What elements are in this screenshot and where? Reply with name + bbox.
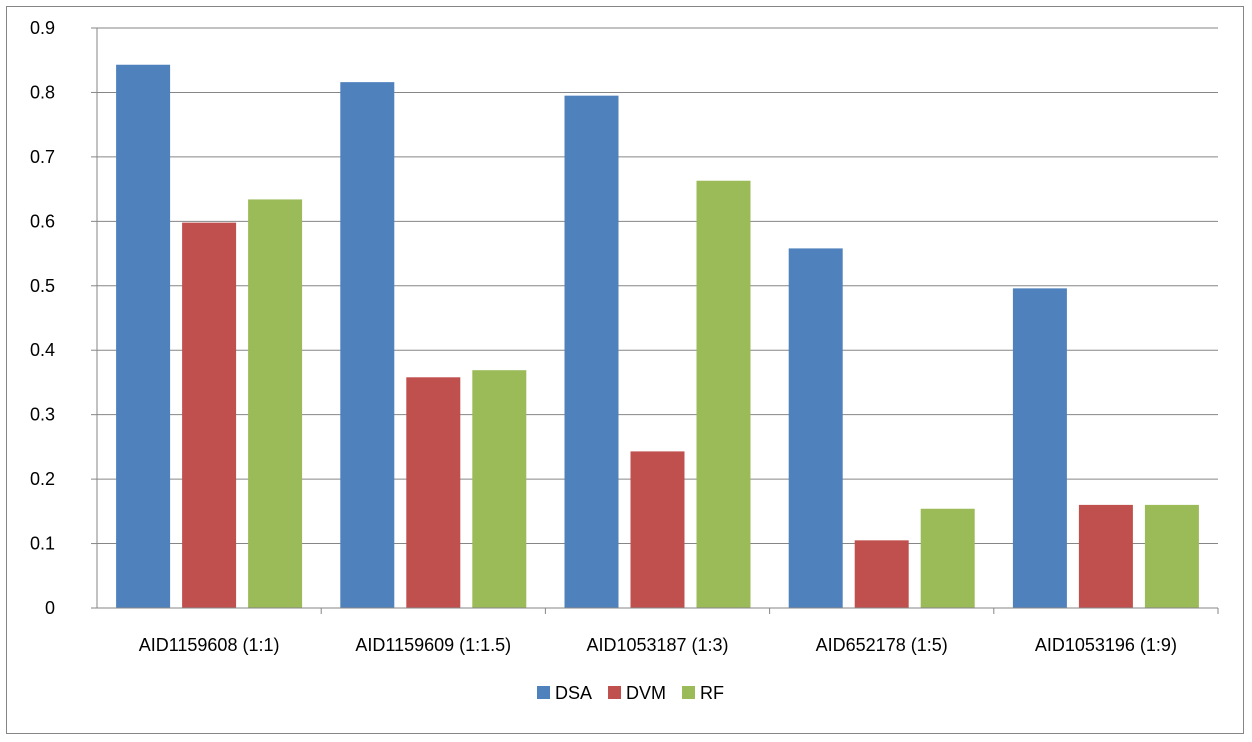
legend-swatch-rf: [682, 686, 696, 699]
x-tick-label: AID1053196 (1:9): [1035, 635, 1177, 655]
bar-rf-4: [1144, 504, 1199, 608]
bar-dvm-0: [182, 222, 237, 608]
x-tick-label: AID652178 (1:5): [816, 635, 948, 655]
axes: 0 0.1 0.2 0.3 0.4 0.5 0.6 0.7 0.8 0.9 AID1159608 (…: [30, 18, 1219, 655]
bar-dsa-3: [788, 248, 843, 608]
bar-rf-1: [472, 370, 527, 608]
y-tick-label: 0: [45, 598, 55, 618]
x-tick-label: AID1053187 (1:3): [586, 635, 728, 655]
y-tick-label: 0.8: [30, 82, 55, 102]
y-tick-label: 0.9: [30, 18, 55, 38]
bar-dsa-0: [116, 64, 171, 608]
bar-rf-2: [696, 180, 751, 608]
bar-rf-3: [920, 508, 975, 608]
bar-dvm-4: [1078, 504, 1133, 608]
legend-label-dsa: DSA: [555, 683, 592, 703]
legend-label-dvm: DVM: [626, 683, 666, 703]
bars: [116, 64, 1199, 609]
y-tick-label: 0.5: [30, 276, 55, 296]
y-tick-label: 0.1: [30, 534, 55, 554]
y-tick-label: 0.6: [30, 211, 55, 231]
x-tick-label: AID1159609 (1:1.5): [355, 635, 511, 655]
y-tick-label: 0.7: [30, 147, 55, 167]
bar-dsa-1: [340, 82, 395, 609]
bar-dsa-2: [564, 95, 619, 608]
y-tick-label: 0.4: [30, 340, 55, 360]
y-tick-label: 0.2: [30, 469, 55, 489]
bar-rf-0: [248, 199, 303, 608]
legend-label-rf: RF: [700, 683, 724, 703]
x-tick-label: AID1159608 (1:1): [139, 635, 280, 655]
legend-swatch-dsa: [537, 686, 550, 699]
bar-dsa-4: [1012, 288, 1067, 608]
legend-swatch-dvm: [608, 686, 622, 699]
legend: DSA DVM RF: [537, 683, 724, 703]
y-tick-label: 0.3: [30, 405, 55, 425]
bar-dvm-2: [630, 451, 685, 608]
bar-dvm-3: [854, 540, 909, 608]
bar-dvm-1: [406, 377, 461, 608]
